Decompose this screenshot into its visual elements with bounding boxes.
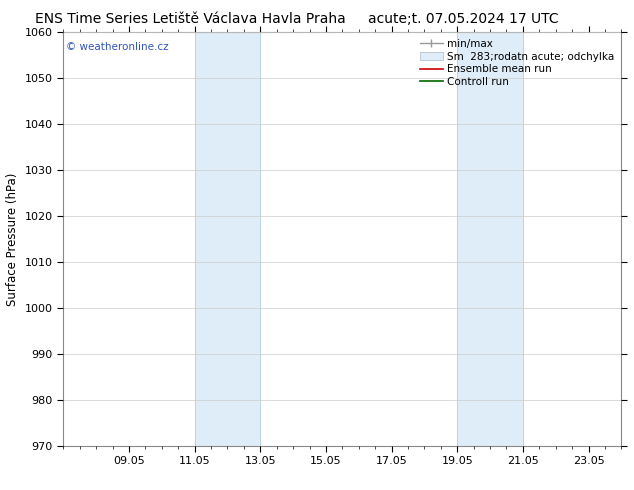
Y-axis label: Surface Pressure (hPa): Surface Pressure (hPa) xyxy=(6,172,19,306)
Legend: min/max, Sm  283;rodatn acute; odchylka, Ensemble mean run, Controll run: min/max, Sm 283;rodatn acute; odchylka, … xyxy=(415,35,618,91)
Bar xyxy=(195,32,261,446)
Bar xyxy=(457,32,523,446)
Text: ENS Time Series Letiště Václava Havla Praha: ENS Time Series Letiště Václava Havla Pr… xyxy=(35,12,346,26)
Text: © weatheronline.cz: © weatheronline.cz xyxy=(66,42,169,52)
Text: acute;t. 07.05.2024 17 UTC: acute;t. 07.05.2024 17 UTC xyxy=(368,12,558,26)
